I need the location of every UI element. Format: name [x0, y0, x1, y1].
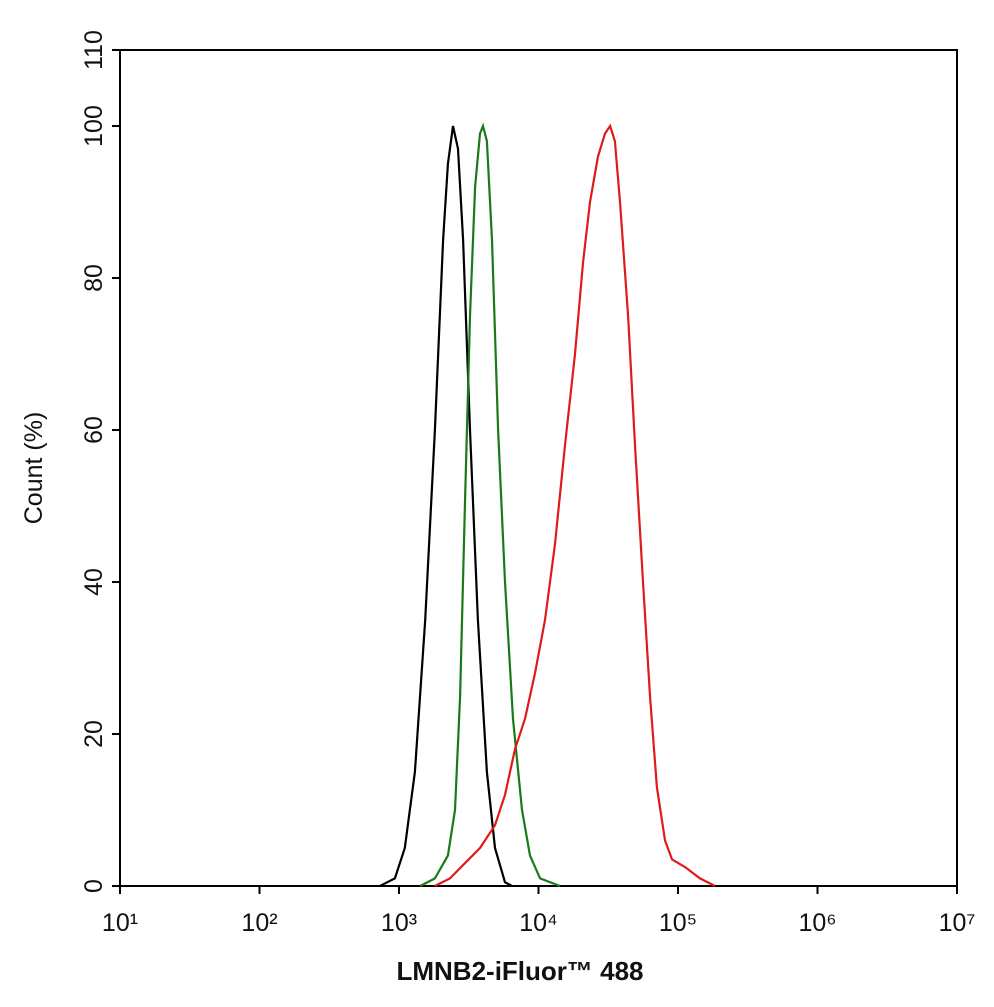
plot-frame: [119, 49, 958, 887]
x-tick-label: 10³: [381, 909, 417, 937]
y-tick-label: 60: [80, 416, 108, 444]
x-tick-label: 10⁴: [519, 909, 558, 937]
y-tick-label: 0: [80, 879, 108, 893]
histogram-line: [434, 123, 716, 887]
y-tick-label: 80: [80, 264, 108, 292]
x-axis-title: LMNB2-iFluor™ 488: [396, 956, 643, 986]
x-tick-label: 10⁶: [798, 909, 836, 937]
y-axis-title: Count (%): [20, 412, 48, 525]
x-tick-label: 10⁷: [939, 909, 976, 937]
y-tick-label: 100: [80, 105, 108, 147]
x-tick-label: 10²: [241, 909, 277, 937]
histogram-line: [419, 122, 561, 888]
y-tick-label: 110: [80, 30, 108, 70]
y-tick-label: 40: [80, 568, 108, 596]
y-tick-label: 20: [80, 720, 108, 748]
x-tick-label: 10⁵: [659, 909, 697, 937]
histogram-line: [379, 125, 513, 887]
x-tick-label: 10¹: [102, 909, 138, 937]
